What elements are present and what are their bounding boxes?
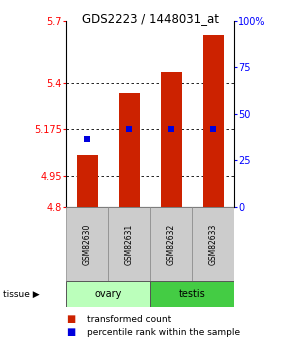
Bar bbox=[66, 207, 108, 281]
Text: GDS2223 / 1448031_at: GDS2223 / 1448031_at bbox=[82, 12, 218, 25]
Bar bbox=[150, 207, 192, 281]
Text: testis: testis bbox=[178, 289, 206, 299]
Bar bbox=[202, 35, 224, 207]
Bar bbox=[160, 72, 182, 207]
Bar bbox=[108, 207, 150, 281]
Text: GSM82633: GSM82633 bbox=[208, 224, 217, 265]
Text: tissue ▶: tissue ▶ bbox=[3, 289, 40, 299]
Text: percentile rank within the sample: percentile rank within the sample bbox=[87, 328, 240, 337]
Text: ■: ■ bbox=[66, 327, 75, 337]
Bar bbox=[150, 281, 234, 307]
Text: GSM82631: GSM82631 bbox=[124, 224, 134, 265]
Bar bbox=[66, 281, 150, 307]
Text: ovary: ovary bbox=[94, 289, 122, 299]
Bar bbox=[192, 207, 234, 281]
Text: ■: ■ bbox=[66, 314, 75, 324]
Bar bbox=[76, 155, 98, 207]
Text: GSM82630: GSM82630 bbox=[82, 224, 91, 265]
Text: transformed count: transformed count bbox=[87, 315, 171, 324]
Bar bbox=[118, 93, 140, 207]
Text: GSM82632: GSM82632 bbox=[167, 224, 176, 265]
